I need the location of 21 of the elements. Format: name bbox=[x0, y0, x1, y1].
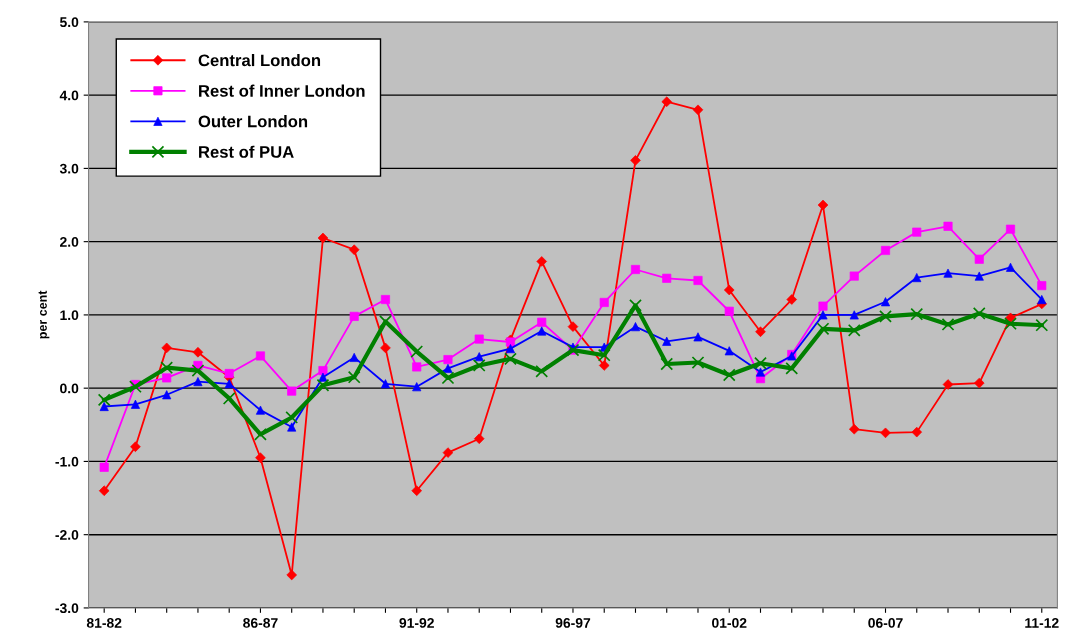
y-tick-label: 4.0 bbox=[59, 90, 79, 101]
y-tick-label: 3.0 bbox=[59, 163, 79, 174]
y-axis-title: per cent bbox=[38, 290, 50, 339]
legend-label: Central London bbox=[198, 54, 321, 67]
y-tick-label: 1.0 bbox=[60, 310, 79, 321]
x-tick-label: 06-07 bbox=[868, 618, 903, 628]
x-tick-label: 91-92 bbox=[399, 618, 434, 628]
x-tick-label: 86-87 bbox=[243, 618, 278, 628]
legend-label: Rest of PUA bbox=[199, 145, 294, 158]
legend-label: Outer London bbox=[198, 115, 308, 128]
y-tick-label: -1.0 bbox=[55, 456, 79, 467]
legend-label: Rest of Inner London bbox=[199, 84, 365, 97]
x-tick-label: 96-97 bbox=[555, 618, 591, 628]
x-tick-label: 81-82 bbox=[86, 618, 122, 628]
y-tick-label: 2.0 bbox=[60, 237, 79, 247]
x-tick-label: 01-02 bbox=[712, 618, 747, 628]
y-tick-label: -2.0 bbox=[55, 530, 79, 540]
x-tick-label: 11-12 bbox=[1025, 618, 1059, 628]
y-tick-label: 5.0 bbox=[59, 17, 79, 28]
y-tick-label: -3.0 bbox=[55, 603, 79, 614]
y-tick-label: 0.0 bbox=[60, 383, 79, 394]
